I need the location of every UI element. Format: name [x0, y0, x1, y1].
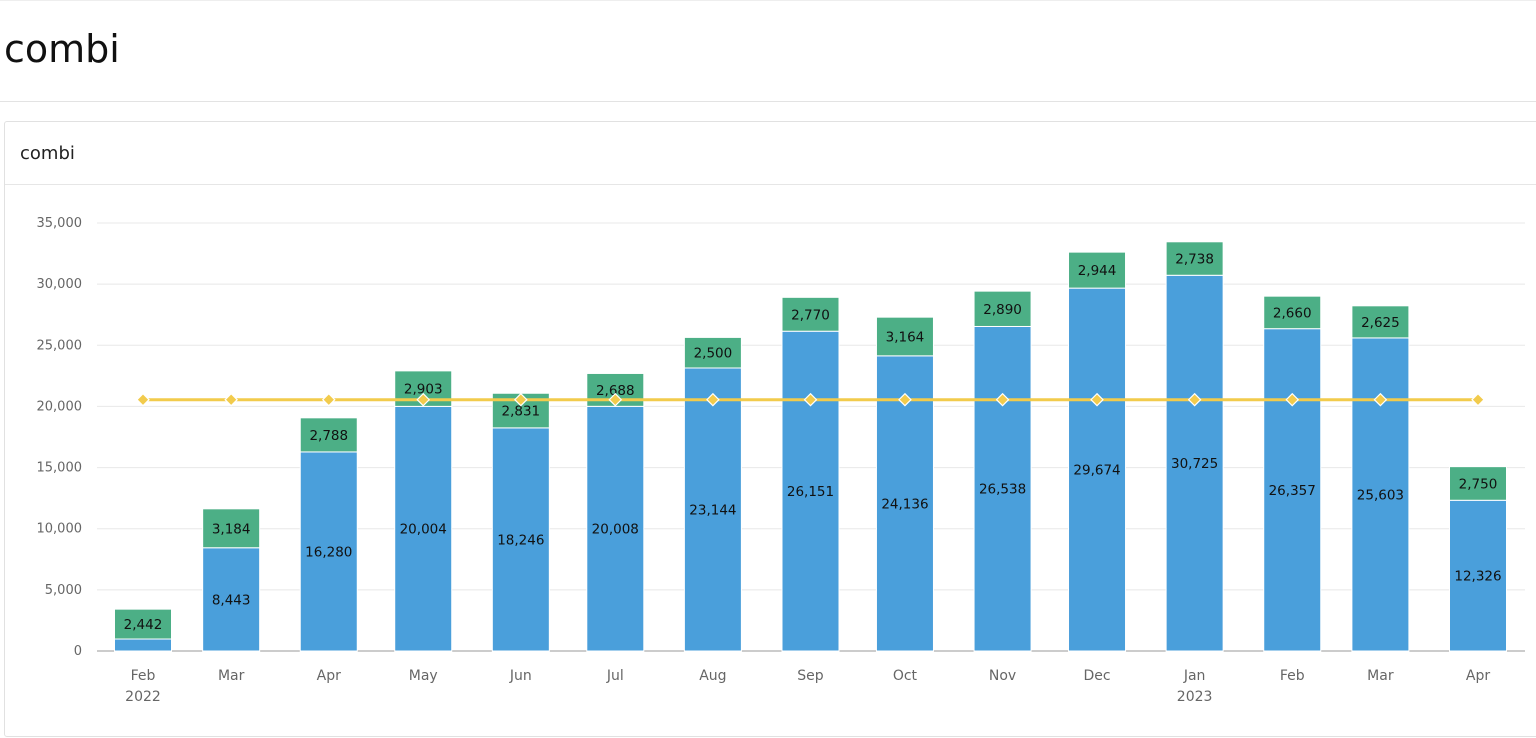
- data-label: 20,008: [592, 522, 639, 538]
- x-tick-label: Sep: [797, 668, 824, 684]
- line-point: [136, 392, 150, 407]
- data-label: 2,442: [124, 617, 163, 633]
- bar-segment: [202, 547, 261, 652]
- bar-segment: [973, 290, 1032, 327]
- line-point: [1187, 392, 1202, 407]
- data-label: 2,738: [1175, 252, 1214, 268]
- data-label: 26,357: [1269, 483, 1316, 499]
- line-point: [1471, 392, 1485, 407]
- line-point: [1090, 392, 1104, 407]
- line-point: [803, 392, 818, 407]
- x-tick-label: Mar: [1367, 668, 1394, 684]
- page-title: combi: [4, 27, 120, 71]
- line-point: [1373, 392, 1388, 407]
- x-tick-label: Nov: [989, 668, 1016, 684]
- x-tick-label: Dec: [1083, 668, 1110, 684]
- y-tick-label: 5,000: [45, 583, 82, 598]
- x-tick-label: Apr: [317, 668, 341, 684]
- bar-segment: [202, 508, 261, 549]
- data-label: 29,674: [1073, 463, 1120, 479]
- x-tick-label: Apr: [1466, 668, 1490, 684]
- card-title: combi: [20, 143, 75, 164]
- x-tick-label: Jul: [606, 668, 624, 684]
- data-label: 8,443: [212, 592, 251, 608]
- y-tick-label: 15,000: [37, 461, 83, 476]
- y-tick-label: 25,000: [37, 338, 83, 353]
- bar-segment: [683, 336, 742, 369]
- data-label: 25,603: [1357, 487, 1404, 503]
- x-tick-label: Mar: [218, 668, 245, 684]
- data-label: 2,500: [694, 346, 733, 362]
- x-tick-year: 2023: [1177, 689, 1213, 705]
- x-tick-label: Feb: [131, 668, 156, 684]
- x-tick-label: Oct: [893, 668, 918, 684]
- bar-segment: [114, 638, 172, 652]
- line-point: [321, 392, 336, 407]
- line-point: [995, 392, 1010, 407]
- bar-segment: [875, 316, 934, 357]
- data-label: 3,164: [886, 330, 925, 346]
- y-tick-label: 30,000: [37, 277, 83, 292]
- data-label: 2,660: [1273, 305, 1312, 321]
- data-label: 2,944: [1078, 263, 1117, 279]
- data-label: 2,831: [502, 404, 541, 420]
- bar-segment: [394, 405, 453, 652]
- bar-segment: [1068, 287, 1127, 652]
- bar-segment: [781, 296, 840, 332]
- bar-segment: [1263, 295, 1322, 330]
- data-label: 2,890: [983, 302, 1022, 318]
- line-point: [513, 392, 528, 407]
- y-tick-label: 35,000: [37, 216, 83, 231]
- data-label: 3,184: [212, 521, 251, 537]
- bar-segment: [973, 325, 1032, 652]
- page-header: combi: [0, 0, 1536, 102]
- bar-segment: [1165, 274, 1224, 652]
- bar-segment: [781, 330, 840, 652]
- data-label: 2,625: [1361, 315, 1400, 331]
- x-tick-label: Aug: [699, 668, 726, 684]
- bar-segment: [586, 405, 645, 652]
- bar-segment: [1449, 466, 1507, 501]
- bar-segment: [1263, 328, 1322, 652]
- line-point: [1285, 392, 1300, 407]
- data-label: 18,246: [497, 532, 544, 548]
- line-point: [416, 392, 431, 407]
- bar-segment: [491, 427, 550, 652]
- y-tick-label: 10,000: [37, 522, 83, 537]
- data-label: 2,750: [1459, 476, 1498, 492]
- bar-segment: [1351, 337, 1410, 652]
- line-point: [224, 392, 239, 407]
- data-label: 26,538: [979, 482, 1026, 498]
- data-label: 24,136: [881, 496, 928, 512]
- data-label: 2,788: [309, 428, 348, 444]
- bar-segment: [683, 367, 742, 652]
- line-point: [898, 392, 912, 407]
- data-label: 26,151: [787, 484, 834, 500]
- x-tick-label: Jan: [1183, 668, 1206, 684]
- line-point: [608, 392, 623, 407]
- bar-segment: [1068, 251, 1127, 289]
- data-label: 20,004: [400, 522, 447, 538]
- bar-segment: [114, 608, 172, 640]
- data-label: 2,688: [596, 383, 635, 399]
- bar-segment: [299, 417, 358, 453]
- data-label: 2,770: [791, 307, 830, 323]
- line-point: [706, 392, 720, 407]
- x-tick-label: May: [409, 668, 438, 684]
- x-tick-year: 2022: [125, 689, 161, 705]
- x-tick-label: Feb: [1280, 668, 1305, 684]
- data-label: 23,144: [689, 502, 736, 518]
- card-header: combi: [5, 122, 1536, 185]
- bar-segment: [299, 451, 358, 652]
- data-label: 30,725: [1171, 456, 1218, 472]
- data-label: 12,326: [1454, 569, 1501, 585]
- data-label: 2,903: [404, 382, 443, 398]
- y-tick-label: 0: [74, 644, 82, 659]
- bar-segment: [1165, 241, 1224, 276]
- y-tick-label: 20,000: [37, 399, 83, 414]
- data-label: 16,280: [305, 544, 352, 560]
- bar-segment: [1351, 305, 1410, 339]
- x-tick-label: Jun: [509, 668, 532, 684]
